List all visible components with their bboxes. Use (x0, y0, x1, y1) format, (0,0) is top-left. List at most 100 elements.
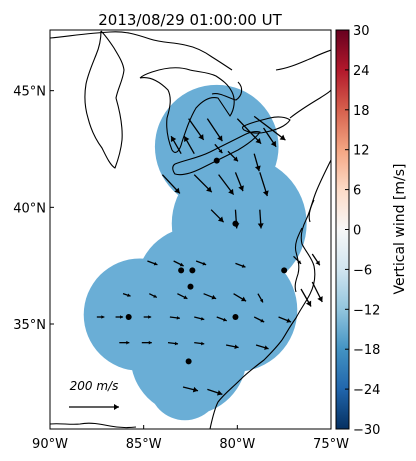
wind-arrow (311, 281, 323, 303)
wind-arrow (203, 293, 217, 300)
st-lawrence-shore (289, 89, 331, 119)
scale-reference: 200 m/s (69, 379, 119, 410)
wind-arrow (167, 341, 179, 346)
colorbar-ticks: 30 24 18 12 6 0 −6 −12 −18 −24 −30 (345, 24, 380, 438)
wind-arrow (311, 253, 321, 266)
wind-arrow (177, 293, 188, 300)
radar-site-dot (232, 314, 239, 320)
wind-arrow (255, 344, 269, 350)
wind-arrow (210, 209, 225, 223)
radar-coverage-area (83, 84, 307, 421)
lat-tick-label: 40°N (13, 201, 46, 216)
georgian-bay-shore (211, 81, 243, 101)
colorbar-tick-label: −30 (353, 423, 380, 438)
delaware-bay-shore (308, 199, 315, 223)
colorbar-tick-label: −6 (353, 263, 372, 278)
wind-arrow (183, 135, 195, 154)
radar-site-dot (232, 220, 239, 227)
wind-arrow (170, 135, 182, 154)
wind-arrow (119, 340, 130, 345)
lake-huron-shore (139, 67, 235, 153)
wind-arrow (194, 341, 205, 346)
colorbar-label: Vertical wind [m/s] (392, 164, 408, 295)
radar-site-dot (189, 267, 196, 274)
wind-arrow (257, 293, 264, 303)
map-title: 2013/08/29 01:00:00 UT (98, 11, 282, 29)
wind-arrow (206, 118, 223, 142)
gulf-coastline (50, 422, 137, 429)
colorbar-tick-label: 12 (353, 144, 370, 159)
wind-arrow (193, 174, 213, 193)
wind-arrow (147, 260, 158, 266)
wind-arrow (227, 150, 239, 162)
scale-label: 200 m/s (70, 379, 119, 393)
lake-michigan-shore (84, 30, 125, 169)
colorbar-tick-label: −18 (353, 343, 380, 358)
wind-arrow (253, 316, 265, 323)
scale-arrow (69, 404, 119, 410)
lake-superior-shore (50, 31, 233, 71)
wind-arrow (253, 115, 286, 141)
wind-arrow (169, 316, 180, 320)
wind-arrow (278, 316, 292, 323)
atlantic-coastline (209, 159, 331, 429)
colorbar-tick-label: 30 (353, 24, 370, 39)
latitude-axis: 35°N 40°N 45°N (13, 85, 54, 333)
wind-arrow (233, 293, 247, 302)
radar-site-dot (178, 267, 185, 274)
wind-arrow (182, 386, 199, 393)
wind-arrow (173, 260, 184, 267)
colorbar-tick-label: 6 (353, 184, 361, 199)
wind-arrow (234, 172, 244, 192)
wind-arrow (195, 260, 207, 266)
wind-arrow (148, 293, 158, 298)
longitude-axis: 90°W 85°W 80°W 75°W (32, 425, 349, 452)
scale-arrow-shape (69, 404, 119, 410)
colorbar: 30 24 18 12 6 0 −6 −12 −18 −24 −30 Vertical wind [… (335, 24, 408, 438)
radar-site-dot (281, 267, 288, 274)
colorbar-tick-label: 18 (353, 104, 370, 119)
coastlines (50, 30, 331, 429)
wind-arrow (253, 153, 261, 172)
wind-arrow (207, 388, 223, 396)
colorbar-tick-label: −12 (353, 303, 380, 318)
wind-arrow (300, 288, 312, 307)
lake-erie-shore (172, 131, 261, 176)
ottawa-region-line (275, 49, 331, 71)
wind-arrow (235, 262, 246, 268)
wind-vectors (96, 115, 323, 396)
wind-arrow (236, 118, 262, 145)
lon-tick-label: 85°W (126, 437, 162, 452)
wind-arrow (143, 315, 152, 319)
wind-arrow (263, 127, 277, 148)
colorbar-tick-label: −24 (353, 383, 380, 398)
radar-site-dot (125, 314, 132, 320)
radar-site-dot (187, 283, 194, 290)
colorbar-tick-label: 24 (353, 64, 370, 79)
wind-arrow (225, 344, 239, 349)
lat-tick-label: 45°N (13, 85, 46, 100)
map-frame (49, 29, 332, 430)
lat-tick-label: 35°N (13, 318, 46, 333)
lon-tick-label: 80°W (219, 437, 255, 452)
wind-arrow (194, 316, 205, 321)
radar-sites (125, 157, 288, 365)
wind-arrow (293, 255, 302, 265)
wind-arrow (141, 340, 152, 345)
wind-arrow (259, 172, 269, 197)
wind-arrow (188, 118, 205, 141)
lon-tick-label: 90°W (32, 437, 68, 452)
colorbar-tick-label: 0 (353, 224, 361, 239)
radar-site-dot (213, 157, 220, 164)
wind-arrow (257, 209, 264, 229)
wind-arrow (214, 143, 223, 154)
lake-ontario-shore (241, 116, 291, 134)
wind-arrow (161, 174, 181, 194)
wind-arrow (218, 174, 235, 196)
wind-arrow (216, 316, 227, 322)
lon-tick-label: 75°W (313, 437, 349, 452)
wind-arrow (122, 293, 131, 297)
coverage-south2 (149, 349, 221, 421)
radar-site-dot (185, 358, 192, 365)
